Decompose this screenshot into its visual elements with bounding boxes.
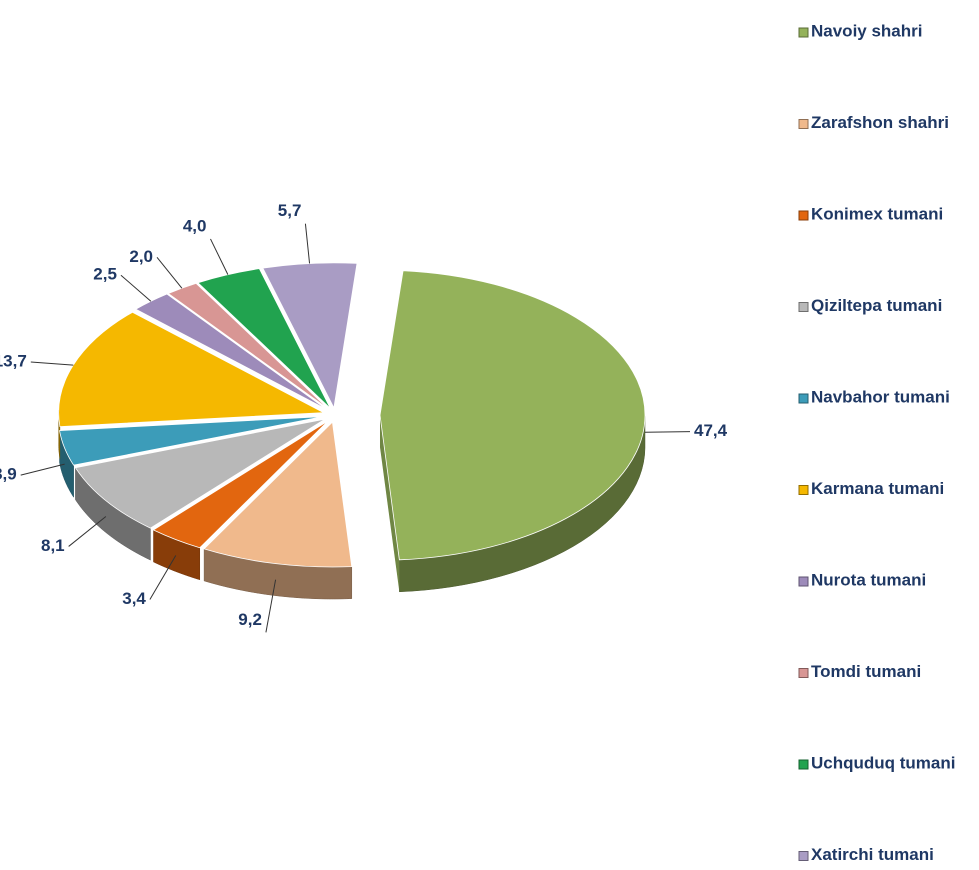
- legend-swatch: [798, 485, 809, 495]
- slice: [379, 270, 646, 561]
- leader-line: [265, 579, 277, 633]
- data-label: 4,0: [183, 216, 207, 235]
- data-label: 3,4: [122, 589, 146, 608]
- legend-label: Navbahor tumani: [811, 387, 950, 406]
- leader-line: [304, 223, 311, 264]
- legend-swatch: [798, 851, 809, 861]
- slice: [58, 311, 326, 428]
- leader-line: [644, 431, 690, 433]
- legend-label: Uchquduq tumani: [811, 753, 955, 772]
- slice: [203, 421, 353, 568]
- legend-swatch: [798, 210, 809, 221]
- legend-label: Qiziltepa tumani: [811, 296, 942, 315]
- legend-swatch: [798, 27, 809, 38]
- legend-swatch: [798, 759, 809, 770]
- data-label: 5,7: [278, 201, 302, 220]
- data-label: 47,4: [694, 421, 728, 440]
- data-label: 2,5: [93, 265, 117, 284]
- legend-label: Navoiy shahri: [811, 21, 923, 40]
- leader-line: [156, 257, 183, 289]
- legend-label: Nurota tumani: [811, 570, 926, 589]
- leader-line: [68, 516, 107, 547]
- slice: [197, 268, 331, 409]
- slice: [152, 420, 329, 549]
- legend-swatch: [798, 393, 809, 404]
- data-label: 9,2: [238, 610, 262, 629]
- legend-swatch: [798, 668, 809, 678]
- leader-line: [20, 463, 65, 476]
- legend-label: Zarafshon shahri: [811, 113, 949, 132]
- legend-swatch: [798, 576, 809, 587]
- legend-label: Xatirchi tumani: [811, 845, 934, 864]
- data-label: 8,1: [41, 536, 65, 555]
- slice: [59, 416, 324, 466]
- legend-swatch: [798, 302, 809, 312]
- leader-line: [149, 555, 177, 600]
- data-label: 13,7: [0, 352, 27, 371]
- leader-line: [120, 274, 152, 302]
- data-label: 2,0: [129, 247, 153, 266]
- legend-label: Tomdi tumani: [811, 662, 921, 681]
- legend-swatch: [798, 119, 809, 129]
- leader-line: [30, 361, 74, 366]
- slice-side: [379, 415, 400, 592]
- slice: [74, 418, 326, 529]
- legend-label: Konimex tumani: [811, 204, 943, 223]
- data-label: 3,9: [0, 465, 17, 484]
- legend-label: Karmana tumani: [811, 479, 944, 498]
- leader-line: [210, 238, 229, 275]
